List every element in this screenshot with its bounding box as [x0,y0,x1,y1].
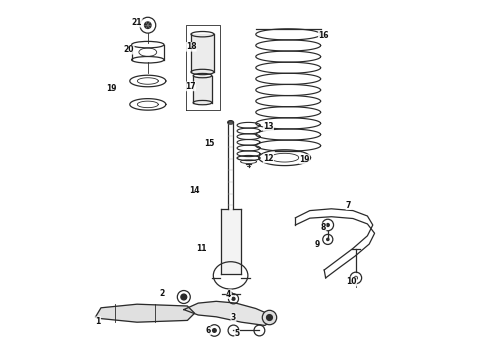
Text: 3: 3 [231,313,236,322]
Text: 5: 5 [235,329,240,338]
Circle shape [145,22,151,28]
Text: 19: 19 [106,84,117,93]
Text: 21: 21 [132,18,142,27]
Text: 1: 1 [96,317,101,325]
Circle shape [181,294,187,300]
Text: 7: 7 [346,201,351,210]
Text: 9: 9 [315,240,319,249]
Circle shape [262,310,277,325]
Text: 2: 2 [160,289,165,298]
Polygon shape [193,76,212,103]
Text: 20: 20 [124,45,134,54]
Text: 13: 13 [263,122,273,131]
Text: 6: 6 [206,326,211,335]
Text: 12: 12 [263,154,273,163]
Text: 14: 14 [189,186,200,195]
Circle shape [212,328,217,333]
Ellipse shape [228,121,233,124]
Text: 11: 11 [196,244,207,253]
Polygon shape [184,301,272,325]
Text: 19: 19 [299,154,310,163]
Text: 17: 17 [185,82,196,91]
Text: 4: 4 [226,289,231,299]
Text: 16: 16 [318,31,329,40]
Circle shape [267,315,272,320]
Circle shape [326,223,330,227]
Text: 10: 10 [346,277,357,286]
Text: 18: 18 [186,42,196,51]
Circle shape [354,276,358,280]
Circle shape [326,238,330,241]
Circle shape [231,297,236,301]
Text: 8: 8 [321,223,326,232]
Polygon shape [191,34,214,72]
Polygon shape [96,304,195,322]
Text: 15: 15 [204,139,214,148]
Polygon shape [220,209,241,274]
